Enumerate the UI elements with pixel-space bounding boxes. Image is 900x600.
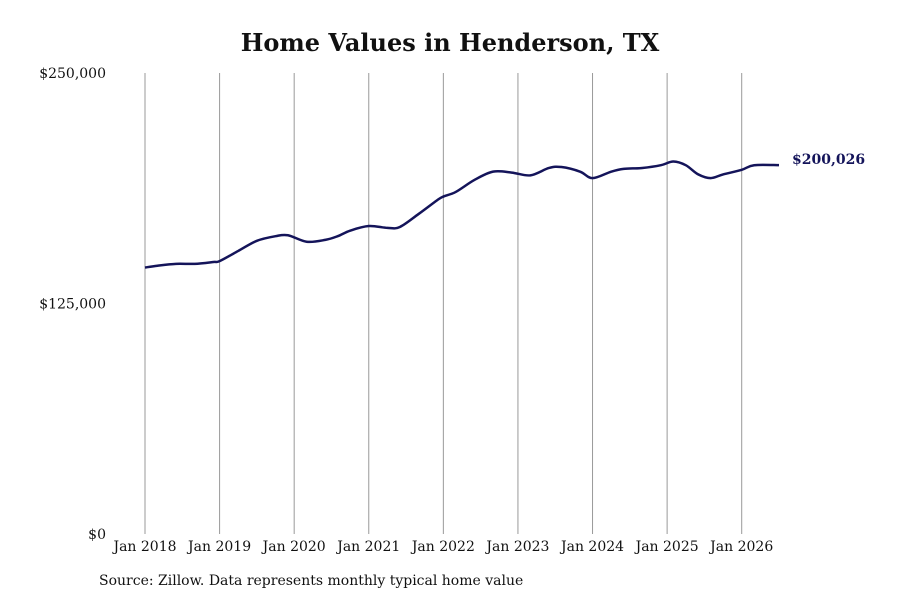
source-note: Source: Zillow. Data represents monthly … bbox=[99, 573, 524, 589]
x-tick-label: Jan 2022 bbox=[410, 539, 475, 555]
y-tick-label: $125,000 bbox=[39, 297, 106, 313]
series-group bbox=[144, 160, 780, 269]
x-tick-label: Jan 2019 bbox=[186, 539, 251, 555]
x-tick-label: Jan 2020 bbox=[261, 539, 326, 555]
annotations: $200,026 bbox=[792, 152, 865, 168]
gridlines bbox=[144, 73, 743, 534]
chart-title: Home Values in Henderson, TX bbox=[240, 28, 660, 57]
x-tick-label: Jan 2018 bbox=[111, 539, 176, 555]
x-tick-label: Jan 2023 bbox=[484, 539, 549, 555]
y-tick-label: $0 bbox=[88, 527, 106, 543]
x-axis: Jan 2018 Jan 2019 Jan 2020 Jan 2021 Jan 2022… bbox=[111, 539, 773, 555]
x-tick-label: Jan 2025 bbox=[634, 539, 699, 555]
x-tick-label: Jan 2024 bbox=[559, 539, 624, 555]
y-axis: $0 $125,000 $250,000 bbox=[39, 66, 106, 543]
home-value-line bbox=[144, 160, 780, 269]
y-tick-label: $250,000 bbox=[39, 66, 106, 82]
end-value-label: $200,026 bbox=[792, 152, 865, 168]
x-tick-label: Jan 2026 bbox=[708, 539, 773, 555]
x-tick-label: Jan 2021 bbox=[335, 539, 400, 555]
